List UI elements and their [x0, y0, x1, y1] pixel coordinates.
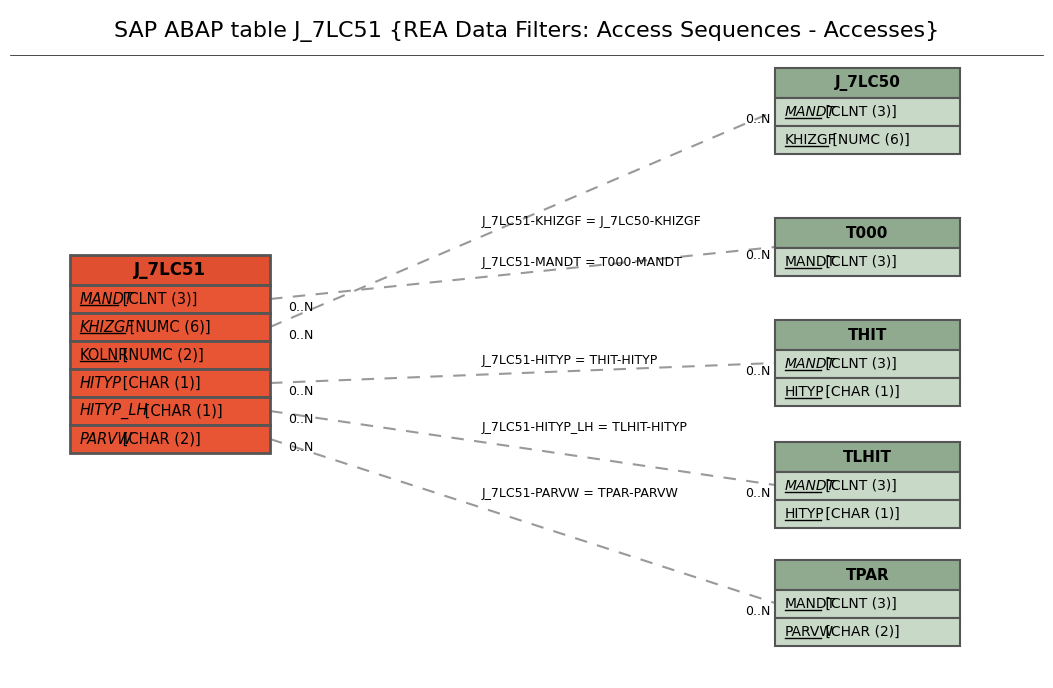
Text: [CLNT (3)]: [CLNT (3)] — [821, 357, 897, 371]
Text: [CHAR (2)]: [CHAR (2)] — [821, 625, 899, 639]
Text: [NUMC (6)]: [NUMC (6)] — [829, 133, 910, 147]
Text: 0..N: 0..N — [289, 301, 314, 314]
Bar — [69, 285, 270, 313]
Bar — [775, 618, 960, 646]
Text: TLHIT: TLHIT — [843, 449, 892, 464]
Text: THIT: THIT — [848, 327, 888, 343]
Bar — [775, 350, 960, 378]
Bar — [69, 255, 270, 285]
Text: HITYP_LH: HITYP_LH — [80, 403, 148, 419]
Bar — [69, 397, 270, 425]
Bar — [69, 369, 270, 397]
Text: 0..N: 0..N — [289, 413, 314, 426]
Text: PARVW: PARVW — [80, 431, 133, 447]
Bar — [775, 218, 960, 248]
Text: J_7LC51-KHIZGF = J_7LC50-KHIZGF: J_7LC51-KHIZGF = J_7LC50-KHIZGF — [482, 215, 702, 228]
Text: J_7LC50: J_7LC50 — [835, 75, 900, 91]
Text: 0..N: 0..N — [744, 249, 770, 262]
Text: [CHAR (1)]: [CHAR (1)] — [140, 403, 222, 418]
Text: 0..N: 0..N — [744, 113, 770, 126]
Text: 0..N: 0..N — [744, 605, 770, 618]
Text: [CLNT (3)]: [CLNT (3)] — [821, 255, 897, 269]
Text: 0..N: 0..N — [744, 365, 770, 378]
Text: [CLNT (3)]: [CLNT (3)] — [118, 292, 197, 306]
Text: TPAR: TPAR — [846, 568, 890, 583]
Text: SAP ABAP table J_7LC51 {REA Data Filters: Access Sequences - Accesses}: SAP ABAP table J_7LC51 {REA Data Filters… — [114, 21, 939, 43]
Bar — [69, 341, 270, 369]
Text: KHIZGF: KHIZGF — [784, 133, 837, 147]
Text: HITYP: HITYP — [784, 385, 824, 399]
Text: 0..N: 0..N — [289, 441, 314, 454]
Text: HITYP: HITYP — [80, 376, 122, 391]
Text: T000: T000 — [847, 226, 889, 241]
Bar — [775, 500, 960, 528]
Text: MANDT: MANDT — [784, 255, 836, 269]
Text: [CHAR (1)]: [CHAR (1)] — [821, 507, 899, 521]
Text: [CHAR (1)]: [CHAR (1)] — [821, 385, 899, 399]
Bar — [69, 425, 270, 453]
Bar — [775, 560, 960, 590]
Text: J_7LC51-PARVW = TPAR-PARVW: J_7LC51-PARVW = TPAR-PARVW — [482, 487, 679, 500]
Text: [CHAR (1)]: [CHAR (1)] — [118, 376, 200, 391]
Text: [CHAR (2)]: [CHAR (2)] — [118, 431, 200, 447]
Text: J_7LC51-HITYP_LH = TLHIT-HITYP: J_7LC51-HITYP_LH = TLHIT-HITYP — [482, 421, 688, 434]
Text: J_7LC51-MANDT = T000-MANDT: J_7LC51-MANDT = T000-MANDT — [482, 256, 683, 269]
Bar — [775, 378, 960, 406]
Bar — [775, 442, 960, 472]
Text: MANDT: MANDT — [784, 479, 836, 493]
Text: MANDT: MANDT — [784, 357, 836, 371]
Text: MANDT: MANDT — [784, 597, 836, 611]
Text: [NUMC (2)]: [NUMC (2)] — [118, 347, 203, 363]
Text: 0..N: 0..N — [744, 487, 770, 500]
Bar — [775, 320, 960, 350]
Bar — [775, 98, 960, 126]
Bar — [775, 248, 960, 276]
Text: [NUMC (6)]: [NUMC (6)] — [125, 319, 211, 334]
Text: J_7LC51: J_7LC51 — [134, 261, 206, 279]
Bar — [775, 472, 960, 500]
Text: 0..N: 0..N — [289, 329, 314, 342]
Bar — [69, 313, 270, 341]
Text: [CLNT (3)]: [CLNT (3)] — [821, 597, 897, 611]
Text: KHIZGF: KHIZGF — [80, 319, 135, 334]
Bar — [775, 68, 960, 98]
Text: PARVW: PARVW — [784, 625, 834, 639]
Text: J_7LC51-HITYP = THIT-HITYP: J_7LC51-HITYP = THIT-HITYP — [482, 354, 658, 367]
Text: KOLNR: KOLNR — [80, 347, 130, 363]
Bar — [775, 126, 960, 154]
Text: HITYP: HITYP — [784, 507, 824, 521]
Text: [CLNT (3)]: [CLNT (3)] — [821, 479, 897, 493]
Text: MANDT: MANDT — [80, 292, 134, 306]
Bar — [775, 590, 960, 618]
Text: 0..N: 0..N — [289, 385, 314, 398]
Text: MANDT: MANDT — [784, 105, 836, 119]
Text: [CLNT (3)]: [CLNT (3)] — [821, 105, 897, 119]
